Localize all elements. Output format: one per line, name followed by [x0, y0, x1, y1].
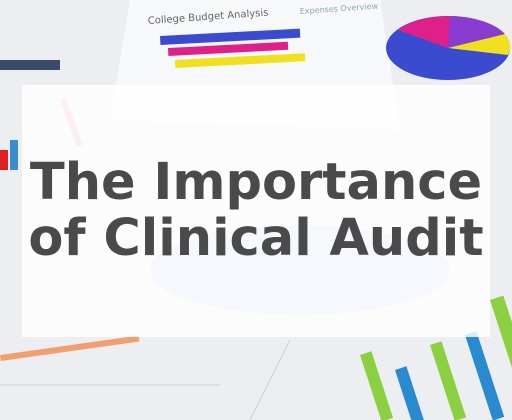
- bg-table-head: [0, 60, 60, 70]
- bg-bar: [168, 41, 289, 56]
- bg-bar: [0, 335, 140, 361]
- bg-pie-slice: [398, 15, 450, 48]
- bg-pie-slice: [448, 16, 505, 48]
- bg-pie-slice: [448, 34, 511, 55]
- bg-bar: [160, 28, 301, 45]
- bg-grid: [249, 339, 291, 420]
- title-line: The Importance: [29, 153, 483, 212]
- bg-bar: [174, 53, 306, 68]
- title-panel: The Importance of Clinical Audit: [22, 85, 490, 337]
- bg-bar: [0, 150, 8, 170]
- bg-bar: [10, 140, 18, 170]
- bg-bar: [395, 366, 425, 420]
- bg-bar: [430, 341, 467, 420]
- bg-bar: [360, 351, 394, 420]
- bg-bar: [465, 331, 505, 420]
- title-line: of Clinical Audit: [28, 209, 484, 268]
- bg-bar: [490, 295, 512, 420]
